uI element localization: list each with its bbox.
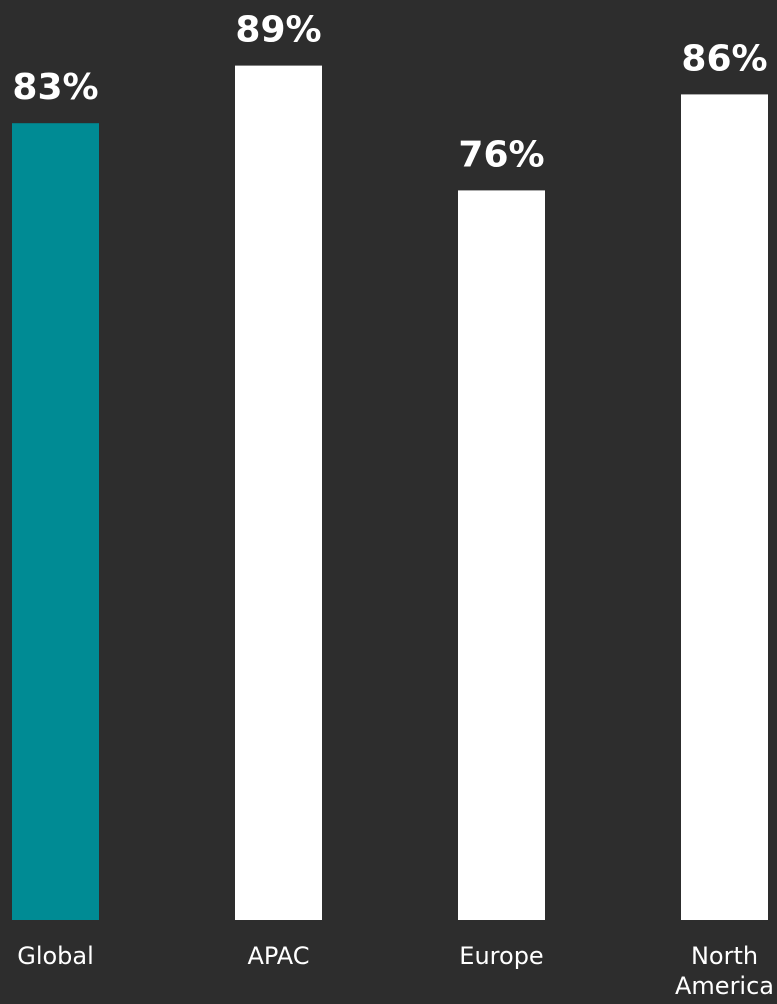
value-labels-group: 83% 89% 76% 86% (12, 10, 767, 176)
bar-north-america (681, 94, 768, 920)
category-label: APAC (247, 942, 309, 970)
category-label: North America (675, 942, 774, 1000)
bar-apac (235, 65, 322, 921)
value-label: 89% (235, 10, 321, 51)
bar-global (12, 123, 99, 920)
bars-group (12, 65, 768, 921)
bar-europe (458, 190, 545, 920)
category-labels-group: Global APAC Europe North America (17, 942, 774, 1000)
category-label: Global (17, 942, 94, 970)
value-label: 76% (458, 134, 544, 175)
value-label: 83% (12, 67, 98, 108)
category-label: Europe (459, 942, 543, 970)
value-label: 86% (681, 38, 767, 79)
